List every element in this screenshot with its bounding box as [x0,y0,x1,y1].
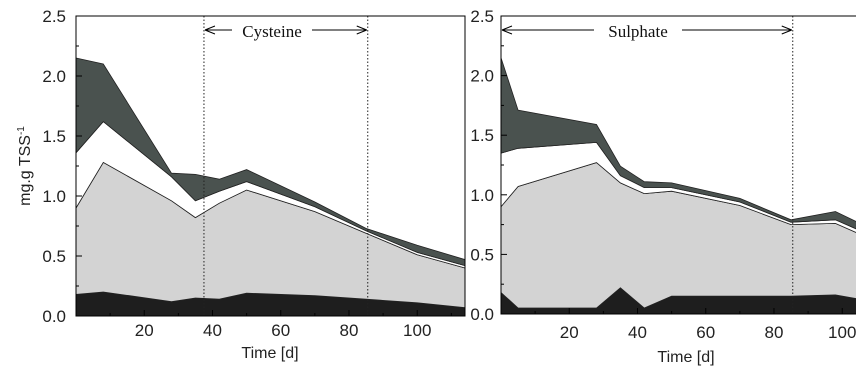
y-ticks: 0.0 0.5 1.0 1.5 2.0 2.5 [470,7,507,324]
arrow-head-left [204,25,216,35]
y-tick-label: 1.5 [42,127,66,146]
arrow-head-right [356,25,367,35]
y-tick-label: 2.5 [470,7,494,26]
y-tick-label: 2.5 [42,7,66,26]
area-layers [75,57,466,317]
y-tick-label: 0.5 [42,247,66,266]
chart-cysteine: 0.00.51.01.52.02.5 20 40 60 80 100 Cysteine … [16,7,466,362]
y-tick-label: 0.0 [42,307,66,326]
arrow-head-left [501,25,513,35]
y-ticks: 0.0 0.5 1.0 1.5 2.0 2.5 [42,7,82,326]
x-tick-label: 40 [628,323,647,342]
annotation-arrow [501,25,792,35]
y-tick-label: 0.5 [470,245,494,264]
x-tick-label: 80 [340,321,359,340]
y-tick-label: 1.0 [42,187,66,206]
x-tick-label: 100 [403,321,431,340]
arrow-head-right [781,25,792,35]
y-tick-label: 2.0 [42,67,66,86]
x-ticks: 20 40 60 80 100 [109,310,452,340]
period-markers [203,16,369,316]
annotation-arrow [204,25,367,35]
y-tick-label: 1.5 [470,126,494,145]
annotation-label: Sulphate [608,22,668,41]
x-tick-label: 80 [765,323,784,342]
y-axis-title: mg.g TSS-1 [16,126,34,206]
x-tick-label: 60 [271,321,290,340]
x-axis-title: Time [d] [657,349,714,366]
x-tick-label: 60 [696,323,715,342]
area-layer-4 [500,57,856,230]
area-layers [500,57,856,315]
x-tick-label: 20 [135,321,154,340]
x-ticks: 20 40 60 80 100 [534,308,856,342]
annotation-label: Cysteine [242,22,302,41]
x-tick-label: 100 [828,323,856,342]
x-axis-title: Time [d] [241,345,298,362]
x-tick-label: 20 [560,323,579,342]
x-tick-label: 40 [203,321,222,340]
y-tick-label: 1.0 [470,186,494,205]
y-tick-label: 2.0 [470,67,494,86]
chart-sulphate: 0.00.51.01.52.02.5 20 40 60 80 100 Sulphate … [470,7,856,366]
y-tick-label: 0.0 [470,305,494,324]
